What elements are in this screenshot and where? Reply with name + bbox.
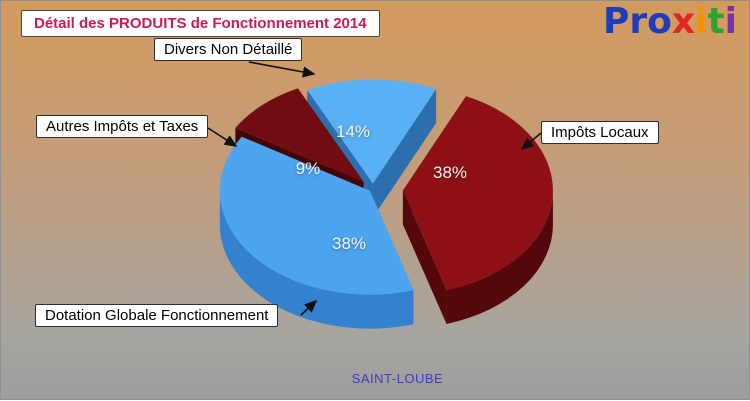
footer-location: SAINT-LOUBE	[351, 371, 444, 386]
callout-label-divers: Divers Non Détaillé	[154, 38, 303, 61]
percent-label-impots-locaux: 38%	[432, 163, 468, 182]
connector-autres-impots	[207, 127, 238, 147]
pie-slice-part	[372, 89, 437, 218]
pie-slice-part	[235, 88, 364, 182]
percent-label-dotation: 38%	[331, 234, 367, 253]
pie-slice-part	[219, 136, 414, 295]
logo-letter: r	[629, 1, 648, 42]
logo-letter: i	[695, 1, 708, 42]
connector-impots-locaux	[520, 132, 542, 151]
callout-label-impots-locaux: Impôts Locaux	[541, 121, 659, 144]
logo-letter: t	[707, 1, 725, 42]
logo-letter: P	[602, 1, 630, 42]
logo-letter: o	[647, 1, 672, 42]
connector-dotation	[300, 299, 318, 316]
pie-slice-part	[219, 190, 414, 329]
callout-label-autres-impots: Autres Impôts et Taxes	[36, 115, 209, 138]
logo-letter: x	[671, 1, 696, 42]
pie-slice-part	[446, 190, 553, 324]
pie-slice-part	[402, 96, 553, 290]
proxiti-logo: Proxiti	[603, 1, 737, 42]
logo-letter: i	[724, 1, 737, 42]
percent-label-autres-impots: 9%	[295, 159, 321, 178]
percent-label-divers: 14%	[335, 122, 371, 141]
chart-title: Détail des PRODUITS de Fonctionnement 20…	[21, 10, 380, 37]
pie-slice-part	[402, 190, 447, 324]
pie-slice-part	[307, 79, 437, 184]
callout-label-dotation: Dotation Globale Fonctionnement	[35, 304, 279, 327]
connector-divers	[248, 61, 316, 78]
